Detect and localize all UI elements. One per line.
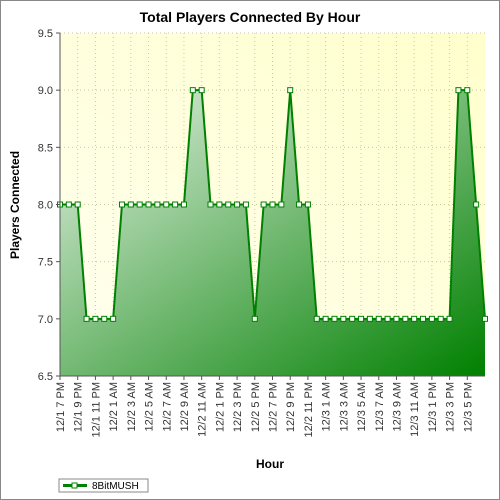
- data-point: [384, 315, 391, 322]
- data-point: [287, 87, 294, 94]
- data-point: [411, 315, 418, 322]
- data-point: [251, 315, 258, 322]
- x-tick-label: 12/3 3 PM: [445, 382, 457, 432]
- data-point: [163, 201, 170, 208]
- y-tick-label: 7.0: [38, 314, 53, 326]
- x-tick-label: 12/2 3 PM: [232, 382, 244, 432]
- data-point: [101, 315, 108, 322]
- x-tick-label: 12/3 1 PM: [427, 382, 439, 432]
- data-points: [57, 87, 488, 322]
- data-point: [172, 201, 179, 208]
- data-point: [375, 315, 382, 322]
- data-point: [234, 201, 241, 208]
- data-point: [198, 87, 205, 94]
- x-tick-label: 12/3 7 AM: [374, 382, 386, 432]
- y-tick-labels: 6.5 7.0 7.5 8.0 8.5 9.0 9.5: [38, 28, 60, 383]
- data-point: [296, 201, 303, 208]
- x-tick-label: 12/3 3 AM: [338, 382, 350, 432]
- data-point: [74, 201, 81, 208]
- data-point: [304, 201, 311, 208]
- y-tick-label: 9.5: [38, 28, 53, 40]
- x-tick-label: 12/3 9 AM: [391, 382, 403, 432]
- y-tick-label: 6.5: [38, 371, 53, 383]
- x-tick-label: 12/1 7 PM: [55, 382, 67, 432]
- x-tick-label: 12/1 9 PM: [73, 382, 85, 432]
- x-axis-label: Hour: [256, 457, 284, 471]
- y-tick-label: 9.0: [38, 85, 53, 97]
- data-point: [278, 201, 285, 208]
- data-point: [437, 315, 444, 322]
- data-point: [428, 315, 435, 322]
- x-tick-label: 12/2 11 PM: [303, 382, 315, 437]
- legend-label-8bitmush: 8BitMUSH: [92, 481, 139, 492]
- x-tick-label: 12/3 11 AM: [409, 382, 421, 437]
- data-point: [420, 315, 427, 322]
- x-tick-label: 12/2 5 PM: [250, 382, 262, 432]
- data-point: [225, 201, 232, 208]
- y-tick-label: 8.5: [38, 142, 53, 154]
- data-point: [455, 87, 462, 94]
- data-point: [446, 315, 453, 322]
- legend-swatch-marker: [71, 482, 78, 489]
- x-tick-label: 12/2 7 AM: [161, 382, 173, 432]
- y-tick-label: 8.0: [38, 200, 53, 212]
- data-point: [393, 315, 400, 322]
- data-point: [136, 201, 143, 208]
- data-point: [216, 201, 223, 208]
- data-point: [322, 315, 329, 322]
- data-point: [260, 201, 267, 208]
- y-axis-label: Players Connected: [8, 151, 22, 259]
- x-tick-label: 12/2 7 PM: [268, 382, 280, 432]
- data-point: [180, 201, 187, 208]
- y-tick-label: 7.5: [38, 257, 53, 269]
- data-point: [473, 201, 480, 208]
- x-tick-label: 12/2 11 AM: [197, 382, 209, 437]
- data-point: [269, 201, 276, 208]
- x-tick-label: 12/2 1 AM: [108, 382, 120, 432]
- legend: 8BitMUSH: [58, 478, 149, 493]
- chart-title: Total Players Connected By Hour: [140, 9, 361, 25]
- data-point: [83, 315, 90, 322]
- data-point: [189, 87, 196, 94]
- data-point: [118, 201, 125, 208]
- data-point: [313, 315, 320, 322]
- data-point: [464, 87, 471, 94]
- data-point: [349, 315, 356, 322]
- data-point: [110, 315, 117, 322]
- data-point: [331, 315, 338, 322]
- data-point: [358, 315, 365, 322]
- data-point: [207, 201, 214, 208]
- data-point: [482, 315, 488, 322]
- x-tick-label: 12/3 5 AM: [356, 382, 368, 432]
- x-tick-label: 12/2 9 AM: [179, 382, 191, 432]
- data-point: [65, 201, 72, 208]
- data-point: [154, 201, 161, 208]
- legend-box: [58, 478, 149, 493]
- x-tick-label: 12/3 5 PM: [462, 382, 474, 432]
- data-point: [145, 201, 152, 208]
- data-point: [242, 201, 249, 208]
- series-area-8bitmush: [60, 90, 485, 377]
- x-tick-label: 12/2 1 PM: [214, 382, 226, 432]
- x-tick-label: 12/3 1 AM: [321, 382, 333, 432]
- data-point: [366, 315, 373, 322]
- data-point: [92, 315, 99, 322]
- x-tick-labels: 12/1 7 PM 12/1 9 PM 12/1 11 PM 12/2 1 AM 12/…: [55, 376, 474, 437]
- data-point: [127, 201, 134, 208]
- data-point: [340, 315, 347, 322]
- x-tick-label: 12/2 5 AM: [144, 382, 156, 432]
- data-point: [402, 315, 409, 322]
- x-tick-label: 12/1 11 PM: [90, 382, 102, 437]
- x-tick-label: 12/2 9 PM: [285, 382, 297, 432]
- x-tick-label: 12/2 3 AM: [126, 382, 138, 432]
